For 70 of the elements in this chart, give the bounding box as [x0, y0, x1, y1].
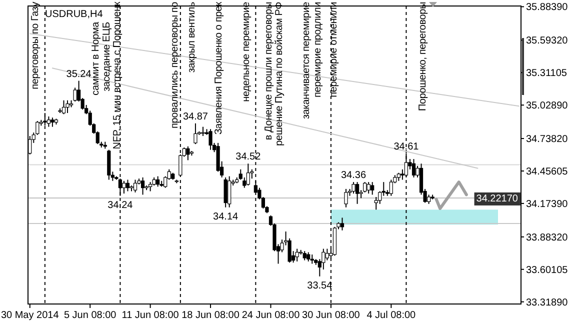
- y-tick-label: 34.17390: [526, 198, 568, 210]
- chart-title: USDRUB,H4: [45, 9, 104, 20]
- ref-line-label: 34.22170: [476, 193, 518, 204]
- candlestick: [427, 194, 431, 204]
- candlestick: [201, 126, 205, 137]
- candlestick: [126, 179, 130, 192]
- y-tick-label: 33.60105: [526, 264, 568, 276]
- annotation: саммит в Норма: [90, 21, 102, 96]
- candlestick: [412, 158, 416, 178]
- y-tick-label: 34.73820: [526, 134, 568, 146]
- annotation: 34.61: [394, 141, 420, 152]
- candlestick: [224, 176, 228, 208]
- candlestick: [122, 180, 126, 194]
- candlestick: [62, 100, 66, 115]
- y-tick-label: 33.31890: [526, 297, 568, 308]
- annotation: заканчивается перемирие: [301, 1, 312, 119]
- candlestick: [340, 217, 344, 231]
- annotation: NFP, 15 мин встреча с Порошенк: [112, 1, 123, 150]
- candlestick: [366, 182, 370, 194]
- candlestick: [50, 117, 54, 128]
- candlestick: [46, 116, 50, 128]
- x-tick-label: 5 Jun 08:00: [64, 310, 117, 321]
- y-tick-label: 35.02890: [526, 100, 568, 112]
- candlestick: [73, 87, 77, 102]
- annotation: Порошенко, переговоры: [418, 2, 429, 111]
- y-tick-label: 34.45605: [526, 166, 568, 178]
- x-tick-label: 24 Jun 08:00: [242, 310, 300, 321]
- y-tick-label: 33.88320: [526, 232, 568, 244]
- candlestick: [228, 176, 232, 208]
- annotation: 35.24: [66, 68, 92, 80]
- candlestick: [156, 176, 160, 188]
- annotation: в Донецке прошли переговоры: [263, 2, 274, 140]
- candlestick: [302, 250, 306, 261]
- y-tick-label: 35.88390: [526, 2, 568, 14]
- annotation: 34.14: [213, 211, 239, 222]
- annotation: Заявления Порошенко о прек: [214, 1, 225, 135]
- candlestick: [194, 122, 198, 145]
- annotation: 34.87: [182, 111, 208, 122]
- candlestick: [306, 252, 310, 262]
- annotation: перемирие продлили: [312, 2, 324, 98]
- x-tick-label: 4 Jul 08:00: [366, 310, 416, 321]
- x-tick-label: 30 May 2014: [0, 310, 60, 321]
- candlestick: [186, 146, 190, 161]
- candlestick: [148, 182, 152, 192]
- x-tick-label: 30 Jun 08:00: [302, 310, 360, 321]
- candlestick: [133, 179, 138, 193]
- annotation: 33.54: [307, 280, 333, 292]
- candlestick: [389, 179, 393, 196]
- candlestick: [66, 100, 70, 114]
- annotation: перемирие отменили: [328, 2, 340, 98]
- candlestick: [295, 248, 299, 262]
- candlestick: [325, 248, 329, 261]
- x-tick-label: 11 Jun 08:00: [122, 310, 180, 321]
- candlestick: [344, 188, 348, 208]
- candlestick: [352, 182, 356, 194]
- x-tick-label: 18 Jun 08:00: [182, 310, 240, 321]
- candlestick: [355, 182, 360, 204]
- candlestick: [246, 163, 250, 186]
- annotation: недельное перемирие: [240, 1, 252, 102]
- candlestick: [140, 176, 145, 196]
- candlestick: [370, 182, 374, 196]
- annotation: 34.52: [236, 152, 262, 163]
- y-tick-label: 35.59320: [526, 36, 568, 47]
- annotation: заседание ЕЦБ: [102, 21, 113, 92]
- line-series: [434, 180, 468, 210]
- candlestick: [208, 128, 212, 150]
- annotation: 34.36: [341, 170, 366, 182]
- annotation: закрыл вентиль: [186, 2, 198, 73]
- annotation: 34.24: [108, 200, 134, 211]
- y-tick-label: 35.31105: [526, 68, 568, 80]
